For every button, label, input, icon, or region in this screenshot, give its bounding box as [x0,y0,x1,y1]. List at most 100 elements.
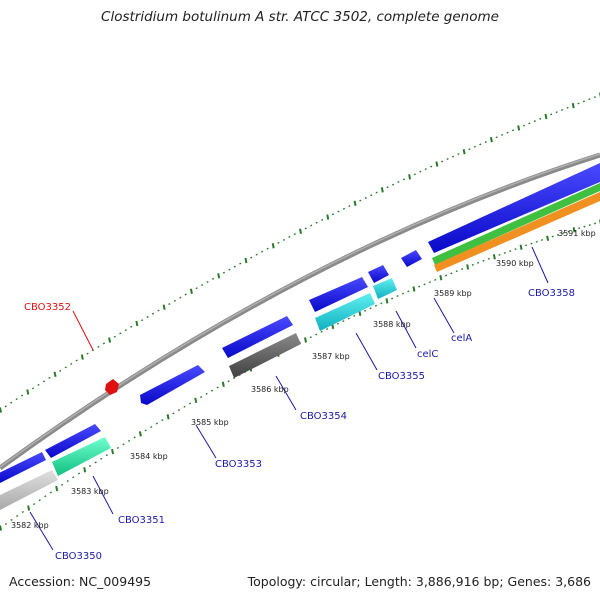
minor-tick [94,461,97,464]
label-connectors [29,246,549,551]
minor-tick [130,325,133,328]
major-tick [194,397,198,403]
genome-backbone [0,152,600,471]
gene-celc[interactable] [368,265,389,283]
minor-tick [451,155,455,158]
minor-tick [255,253,258,256]
gene-label-cbo3355[interactable]: CBO3355 [378,371,425,382]
gene-label-cbo3350[interactable]: CBO3350 [55,551,102,562]
minor-tick [266,247,269,250]
major-tick [221,381,225,388]
minor-tick [441,160,444,163]
minor-tick [460,268,464,271]
minor-tick [562,232,565,235]
minor-tick [44,495,47,498]
feature-green[interactable] [432,183,600,265]
minor-tick [423,283,426,286]
gene-labels: CBO3350 CBO3351 CBO3352 CBO3353 CBO3354 … [24,288,575,562]
gene-cbo3358[interactable] [428,163,600,253]
gene-label-cbo3352[interactable]: CBO3352 [24,302,71,313]
feature-cyan-2[interactable] [373,278,397,299]
minor-tick [102,342,106,345]
gene-cbo3350[interactable] [0,452,46,483]
minor-tick [397,180,400,183]
gene-label-cela[interactable]: celA [451,333,472,344]
minor-tick [127,439,131,442]
feature-orange[interactable] [434,192,600,272]
minor-tick [38,499,41,502]
gene-cbo3354[interactable] [222,316,293,358]
major-tick [111,448,115,455]
minor-tick [375,191,378,194]
minor-tick [15,398,18,401]
gene-cela[interactable] [401,250,422,267]
minor-tick [370,194,373,197]
scale-labels: 3582 kbp 3583 kbp 3584 kbp 3585 kbp 3586… [11,229,596,530]
minor-tick [511,129,515,132]
minor-tick [337,210,340,213]
minor-tick [363,309,367,312]
minor-tick [450,272,453,275]
minor-tick [157,309,160,312]
feature-teal[interactable] [52,437,111,476]
minor-tick [222,271,226,274]
minor-tick [583,225,586,228]
gene-label-cbo3351[interactable]: CBO3351 [118,515,165,526]
gene-cbo3353[interactable] [140,365,205,405]
major-tick [462,148,466,155]
minor-tick [336,322,340,325]
minor-tick [119,332,122,335]
major-tick [217,273,221,279]
feature-gray[interactable] [229,333,301,378]
major-tick [0,525,2,531]
scale-label: 3583 kbp [71,487,109,496]
minor-tick [396,295,399,298]
scale-label: 3584 kbp [130,452,168,461]
minor-tick [540,238,544,242]
minor-tick [72,476,75,479]
minor-tick [77,472,80,475]
minor-tick [10,518,13,521]
minor-tick [555,111,558,114]
minor-tick [535,240,538,243]
gene-label-cbo3353[interactable]: CBO3353 [215,459,262,470]
scale-label: 3586 kbp [251,385,289,394]
minor-tick [428,281,431,284]
minor-tick [144,429,147,432]
minor-tick [593,222,597,225]
minor-tick [386,186,389,189]
feature-cyan-1[interactable] [315,293,375,331]
gene-label-celc[interactable]: celC [417,349,438,360]
minor-tick [304,227,307,230]
gene-cbo3351[interactable] [45,424,101,458]
major-tick [138,431,142,437]
minor-tick [473,145,476,148]
gene-label-cbo3358[interactable]: CBO3358 [528,288,575,299]
major-tick [380,187,384,193]
minor-tick [401,292,405,295]
scale-label: 3582 kbp [11,521,49,530]
minor-tick [206,280,209,283]
gene-cbo3355[interactable] [309,277,368,312]
minor-tick [211,277,215,280]
gene-cbo3352[interactable] [105,379,119,395]
major-tick [0,407,2,413]
minor-tick [161,419,164,422]
major-tick [358,310,362,317]
minor-tick [70,362,73,365]
minor-tick [528,122,531,125]
major-tick [544,113,548,120]
minor-tick [21,394,24,397]
minor-tick [239,262,242,265]
minor-tick [533,120,536,123]
minor-tick [48,376,51,379]
major-tick [353,200,357,207]
minor-tick [88,465,92,468]
minor-tick [402,178,406,181]
minor-tick [424,168,427,171]
minor-tick [64,366,67,369]
gene-label-cbo3354[interactable]: CBO3354 [300,411,347,422]
minor-tick [364,196,367,199]
minor-tick [216,386,219,389]
